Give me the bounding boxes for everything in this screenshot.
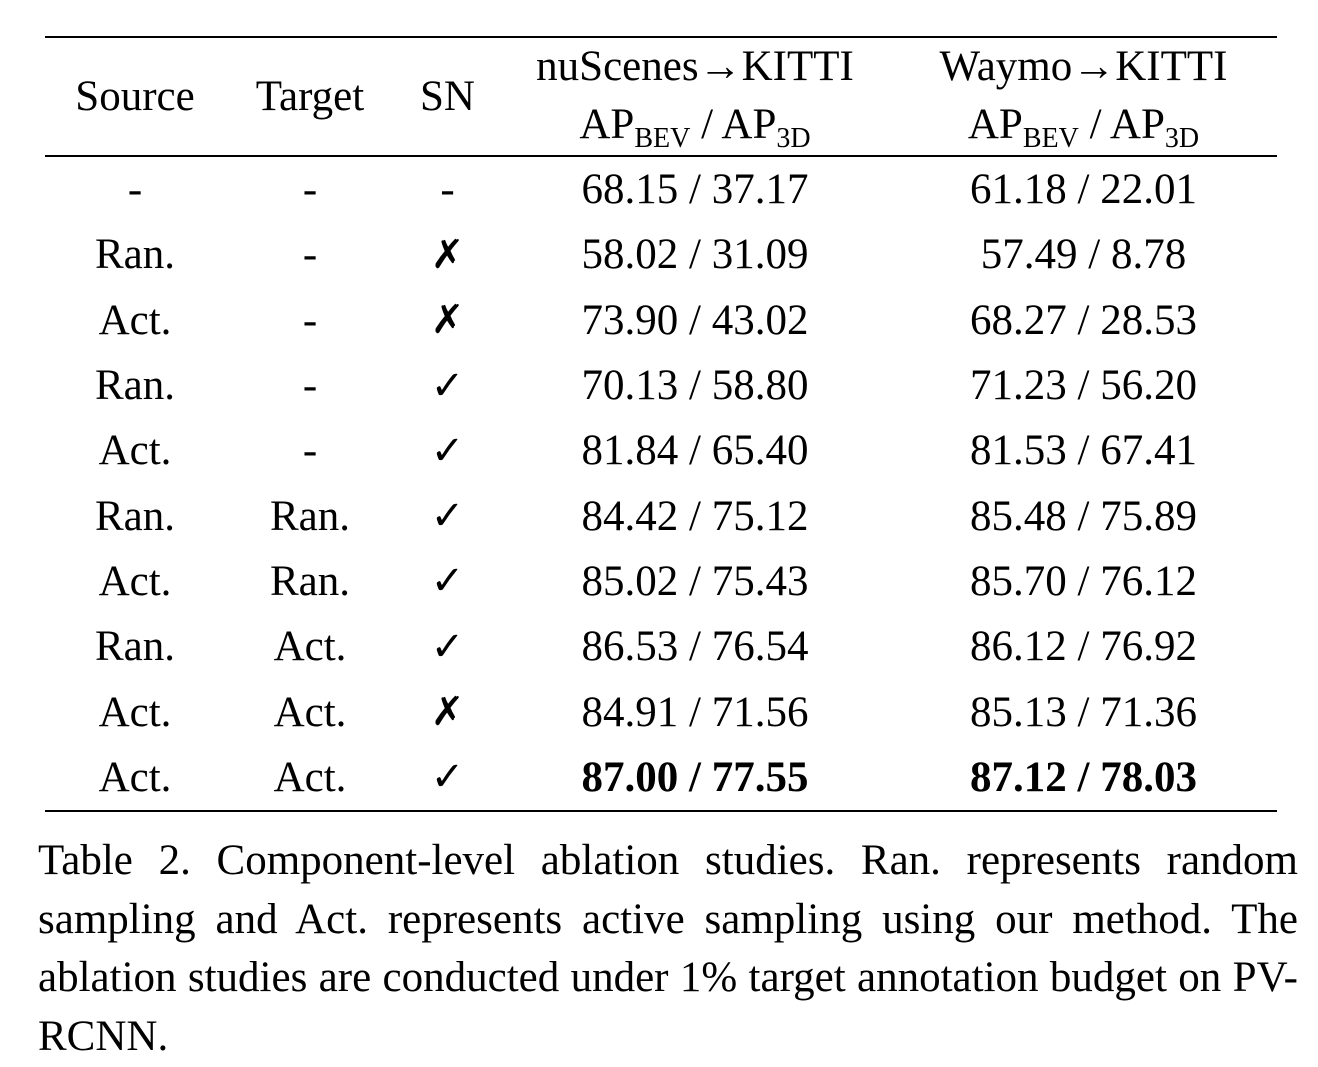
- metric-ap: AP: [967, 101, 1023, 148]
- table-row-best: Act. Act. ✓ 87.00 / 77.55 87.12 / 78.03: [45, 745, 1277, 811]
- table-header: Source Target SN nuScenes→KITTI Waymo→KI…: [45, 36, 1277, 158]
- cell-target: Act.: [273, 623, 347, 671]
- header-nuscenes-kitti: nuScenes→KITTI: [536, 42, 854, 90]
- cell-nuscenes-kitti: 68.15 / 37.17: [581, 166, 809, 214]
- metric-separator: /: [1078, 101, 1110, 148]
- cell-target: -: [302, 231, 318, 279]
- cell-sn-cross-icon: ✗: [430, 297, 465, 344]
- cell-source: Ran.: [94, 231, 176, 279]
- bottom-rule: [45, 809, 1277, 813]
- cell-waymo-kitti: 81.53 / 67.41: [970, 427, 1197, 475]
- metric-3d-subscript: 3D: [1164, 123, 1200, 154]
- cell-nuscenes-kitti: 85.02 / 75.43: [581, 557, 809, 605]
- cell-source: -: [127, 166, 143, 214]
- cell-source: Ran.: [94, 362, 176, 410]
- table-body: - - - 68.15 / 37.17 61.18 / 22.01 Ran. -…: [45, 157, 1277, 813]
- cell-source: Act.: [98, 688, 172, 736]
- header-nuscenes-metric: APBEV / AP3D: [500, 94, 890, 156]
- cell-waymo-kitti: 86.12 / 76.92: [970, 623, 1197, 671]
- cell-source: Ran.: [94, 492, 176, 540]
- cell-target: Act.: [273, 753, 347, 801]
- metric-separator: /: [690, 101, 722, 148]
- cell-sn-check-icon: ✓: [430, 493, 465, 540]
- cell-target: -: [302, 362, 318, 410]
- table-row: Ran. Ran. ✓ 84.42 / 75.12 85.48 / 75.89: [45, 483, 1277, 548]
- cell-waymo-kitti: 68.27 / 28.53: [970, 296, 1197, 344]
- cell-waymo-kitti: 57.49 / 8.78: [980, 231, 1187, 279]
- metric-ap: AP: [1109, 101, 1165, 148]
- cell-waymo-kitti: 85.48 / 75.89: [970, 492, 1197, 540]
- table-caption: Table 2. Component-level ablation studie…: [38, 837, 1298, 1060]
- table-row: - - - 68.15 / 37.17 61.18 / 22.01: [45, 157, 1277, 222]
- cell-sn-cross-icon: ✗: [430, 689, 465, 736]
- table-row: Act. Act. ✗ 84.91 / 71.56 85.13 / 71.36: [45, 679, 1277, 744]
- ablation-table-container: Source Target SN nuScenes→KITTI Waymo→KI…: [45, 36, 1277, 813]
- header-waymo-kitti: Waymo→KITTI: [939, 42, 1228, 90]
- table-row: Ran. - ✗ 58.02 / 31.09 57.49 / 8.78: [45, 222, 1277, 287]
- table-row: Act. - ✓ 81.84 / 65.40 81.53 / 67.41: [45, 418, 1277, 483]
- cell-sn-check-icon: ✓: [430, 558, 465, 605]
- cell-source: Act.: [98, 427, 172, 475]
- table-row: Ran. Act. ✓ 86.53 / 76.54 86.12 / 76.92: [45, 614, 1277, 679]
- cell-waymo-kitti: 71.23 / 56.20: [970, 362, 1197, 410]
- cell-waymo-kitti: 85.13 / 71.36: [970, 688, 1197, 736]
- header-target: Target: [255, 73, 365, 120]
- cell-sn-cross-icon: ✗: [430, 231, 465, 278]
- cell-nuscenes-kitti: 58.02 / 31.09: [581, 231, 809, 279]
- cell-source: Act.: [98, 753, 172, 801]
- metric-ap: AP: [721, 101, 777, 148]
- cell-target: Ran.: [269, 492, 351, 540]
- cell-sn: -: [440, 166, 455, 214]
- header-source: Source: [75, 73, 195, 120]
- cell-waymo-kitti: 61.18 / 22.01: [970, 166, 1197, 214]
- header-waymo-metric: APBEV / AP3D: [890, 94, 1277, 156]
- header-sn: SN: [420, 73, 475, 120]
- cell-source: Act.: [98, 557, 172, 605]
- cell-nuscenes-kitti-best: 87.00 / 77.55: [581, 753, 809, 801]
- metric-bev-subscript: BEV: [1022, 123, 1079, 154]
- cell-nuscenes-kitti: 84.91 / 71.56: [581, 688, 809, 736]
- table-row: Act. Ran. ✓ 85.02 / 75.43 85.70 / 76.12: [45, 549, 1277, 614]
- cell-target: Act.: [273, 688, 347, 736]
- table-row: Ran. - ✓ 70.13 / 58.80 71.23 / 56.20: [45, 353, 1277, 418]
- cell-target: -: [302, 296, 318, 344]
- cell-nuscenes-kitti: 70.13 / 58.80: [581, 362, 809, 410]
- ablation-table: Source Target SN nuScenes→KITTI Waymo→KI…: [45, 36, 1277, 813]
- cell-waymo-kitti: 85.70 / 76.12: [970, 557, 1197, 605]
- cell-sn-check-icon: ✓: [430, 362, 465, 409]
- cell-source: Act.: [98, 296, 172, 344]
- cell-nuscenes-kitti: 84.42 / 75.12: [581, 492, 809, 540]
- cell-sn-check-icon: ✓: [430, 754, 465, 801]
- table-row: Act. - ✗ 73.90 / 43.02 68.27 / 28.53: [45, 288, 1277, 353]
- cell-source: Ran.: [94, 623, 176, 671]
- cell-target: Ran.: [269, 557, 351, 605]
- cell-target: -: [302, 427, 318, 475]
- cell-nuscenes-kitti: 86.53 / 76.54: [581, 623, 809, 671]
- cell-nuscenes-kitti: 81.84 / 65.40: [581, 427, 809, 475]
- cell-target: -: [302, 166, 318, 214]
- cell-sn-check-icon: ✓: [430, 623, 465, 670]
- metric-bev-subscript: BEV: [634, 123, 691, 154]
- cell-sn-check-icon: ✓: [430, 427, 465, 474]
- cell-nuscenes-kitti: 73.90 / 43.02: [581, 296, 809, 344]
- metric-ap: AP: [579, 101, 635, 148]
- metric-3d-subscript: 3D: [776, 123, 811, 154]
- cell-waymo-kitti-best: 87.12 / 78.03: [970, 753, 1197, 801]
